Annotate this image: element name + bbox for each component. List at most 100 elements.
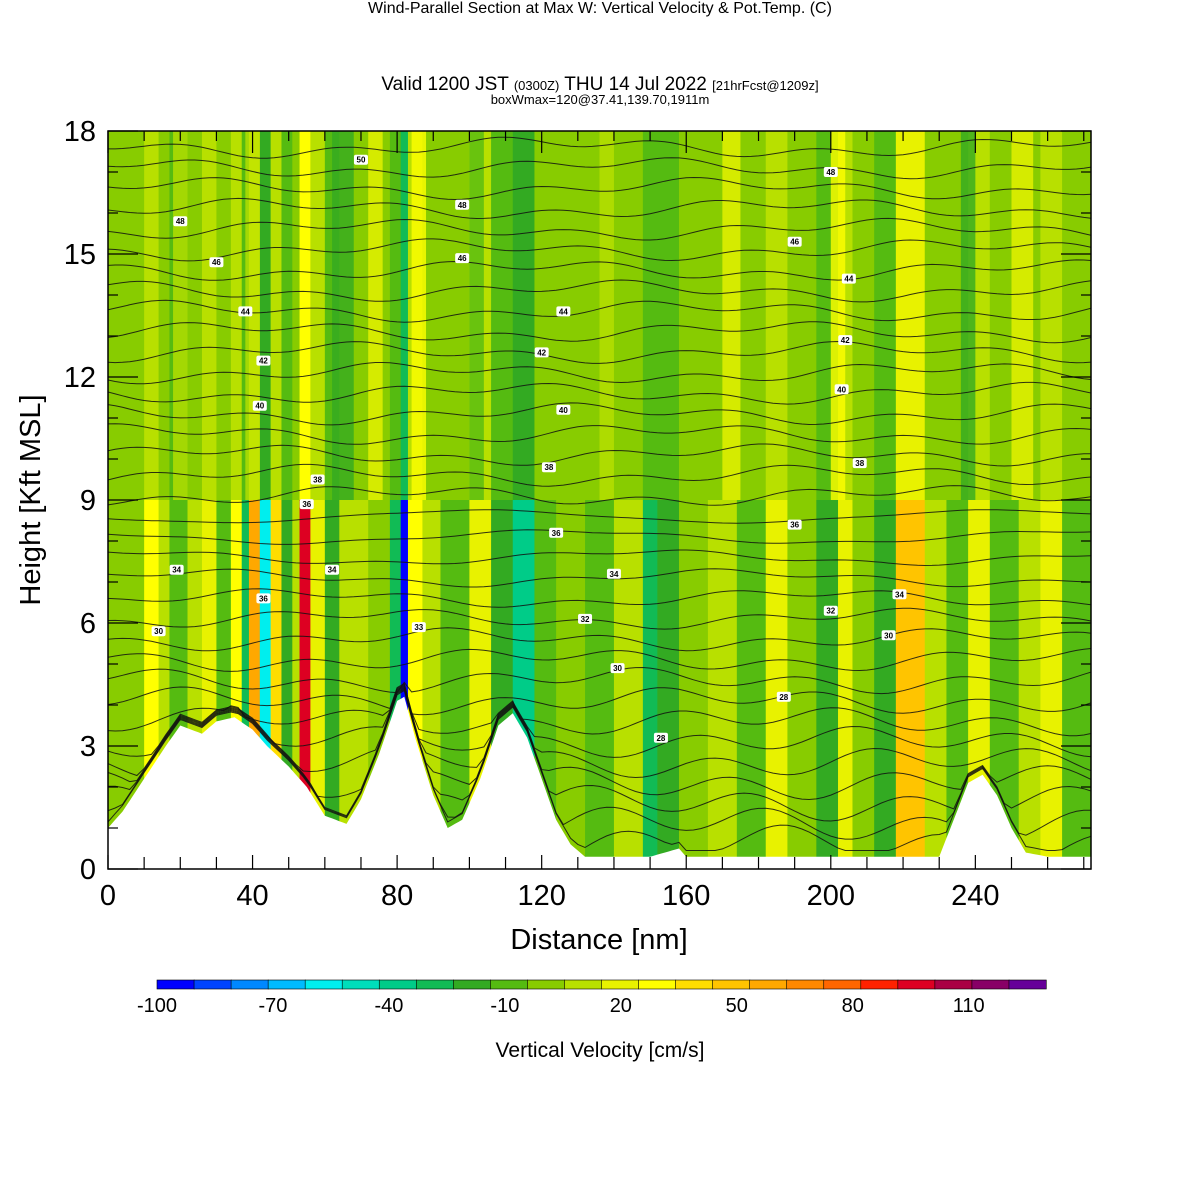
svg-text:36: 36 [259,594,268,603]
theta-contour-label: 30 [881,630,896,641]
colorbar-tick-label: 110 [953,995,985,1017]
forecast-info: [21hrFcst@1209z] [712,78,819,93]
svg-text:34: 34 [610,570,619,579]
theta-contour-label: 40 [556,404,571,415]
theta-contour-label: 36 [299,499,314,510]
theta-contour-label: 42 [838,335,853,346]
svg-text:48: 48 [176,217,185,226]
colorbar-swatch [1008,979,1047,990]
svg-text:30: 30 [613,664,622,673]
colorbar-swatch [638,979,677,990]
theta-contour-label: 46 [455,253,470,264]
valid-time-line: Valid 1200 JST (0300Z) THU 14 Jul 2022 [… [0,74,1200,96]
colorbar-swatch [897,979,936,990]
colorbar-swatch [675,979,714,990]
colorbar-swatch [786,979,825,990]
svg-text:30: 30 [154,627,163,636]
x-tick-label: 40 [236,880,268,912]
valid-prefix: Valid 1200 JST [381,74,509,95]
terrain [108,696,1091,869]
theta-contours [108,136,1091,851]
colorbar: -100 -70 -40 -10 20 50 80 110 [137,979,1047,1017]
svg-text:32: 32 [826,607,835,616]
chart-title: Wind-Parallel Section at Max W: Vertical… [0,0,1200,18]
colorbar-swatch [378,979,417,990]
svg-text:34: 34 [328,566,337,575]
colorbar-swatch [601,979,640,990]
svg-text:34: 34 [172,566,181,575]
colorbar-tick-label: 50 [726,995,748,1017]
svg-text:38: 38 [855,459,864,468]
theta-contour-labels: 50 48 48 48 46 46 46 44 44 44 42 42 42 40 40 40 38 38 38 36… [151,154,907,743]
theta-contour-label: 32 [578,613,593,624]
colorbar-tick-label: 80 [842,995,864,1017]
valid-utc: (0300Z) [513,78,560,93]
valid-date: THU 14 Jul 2022 [564,74,707,95]
colorbar-swatch [934,979,973,990]
svg-text:40: 40 [255,402,264,411]
colorbar-swatch [564,979,603,990]
theta-contour-label: 36 [256,593,271,604]
colorbar-swatch [749,979,788,990]
y-tick-label: 9 [80,485,96,517]
x-axis: 0 40 80 120 160 200 240 [100,131,1085,912]
svg-text:48: 48 [826,168,835,177]
x-tick-label: 200 [807,880,855,912]
svg-text:44: 44 [844,275,853,284]
theta-contour-label: 28 [653,732,668,743]
copyright-mark: (C) [809,0,832,17]
svg-text:36: 36 [790,521,799,530]
svg-text:50: 50 [357,156,366,165]
svg-text:44: 44 [241,307,250,316]
svg-text:30: 30 [884,631,893,640]
colorbar-swatch [304,979,343,990]
theta-contour-label: 30 [151,626,166,637]
theta-contour-label: 34 [892,589,907,600]
svg-text:38: 38 [313,476,322,485]
svg-text:46: 46 [212,258,221,267]
theta-contour-label: 42 [534,347,549,358]
theta-contour-label: 46 [209,257,224,268]
y-tick-label: 6 [80,608,96,640]
theta-contour-label: 42 [256,355,271,366]
y-tick-label: 15 [64,239,96,271]
theta-contour-label: 38 [852,458,867,469]
y-tick-label: 0 [80,854,96,886]
svg-text:44: 44 [559,307,568,316]
theta-contour-label: 44 [556,306,571,317]
svg-text:33: 33 [414,623,423,632]
colorbar-swatch [453,979,491,990]
colorbar-swatch [823,979,862,990]
colorbar-tick-label: -10 [490,995,519,1017]
y-tick-label: 3 [80,731,96,763]
theta-contour-label: 50 [353,154,368,165]
theta-contour-label: 40 [834,384,849,395]
colorbar-swatch [527,979,566,990]
svg-text:28: 28 [779,693,788,702]
svg-text:32: 32 [581,615,590,624]
colorbar-tick-label: -100 [137,995,177,1017]
theta-contour-label: 38 [310,474,325,485]
theta-contour-label: 33 [411,622,426,633]
svg-text:34: 34 [895,590,904,599]
colorbar-swatch [341,979,380,990]
theta-contour-label: 34 [606,568,621,579]
y-tick-label: 12 [64,362,96,394]
theta-contour-label: 36 [549,527,564,538]
x-tick-label: 160 [662,880,710,912]
x-tick-label: 240 [951,880,999,912]
colorbar-label: Vertical Velocity [cm/s] [496,1039,705,1062]
theta-contour-label: 44 [238,306,253,317]
svg-text:36: 36 [302,500,311,509]
theta-contour-label: 38 [541,462,556,473]
theta-contour-label: 48 [173,216,188,227]
colorbar-swatch [860,979,899,990]
colorbar-tick-label: -70 [259,995,288,1017]
svg-text:46: 46 [790,238,799,247]
svg-text:40: 40 [559,406,568,415]
svg-text:42: 42 [259,357,268,366]
colorbar-tick-label: -40 [374,995,403,1017]
colorbar-swatch [971,979,1010,990]
svg-text:42: 42 [537,348,546,357]
